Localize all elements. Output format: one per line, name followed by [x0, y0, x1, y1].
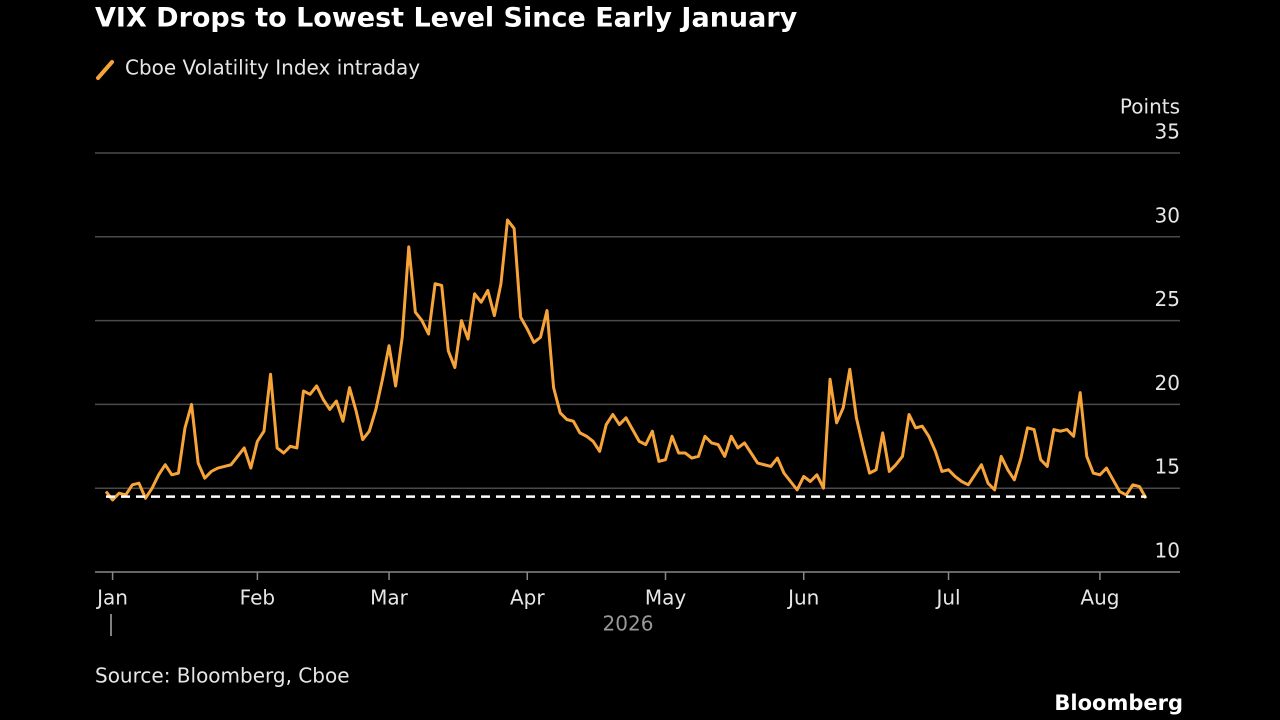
x-tick-label: Jan	[95, 586, 128, 610]
brand: Bloomberg	[1054, 691, 1183, 715]
y-tick-label: 30	[1155, 203, 1180, 227]
data-line	[104, 218, 1148, 502]
x-tick-label: Aug	[1080, 586, 1119, 610]
x-tick-label: Jun	[786, 586, 819, 610]
x-axis-label: 2026	[603, 612, 654, 636]
chart-title: VIX Drops to Lowest Level Since Early Ja…	[95, 3, 798, 34]
y-tick-label: 15	[1155, 455, 1180, 479]
y-tick-label: 20	[1155, 371, 1180, 395]
y-tick-label: 10	[1155, 539, 1180, 563]
legend-label: Cboe Volatility Index intraday	[125, 56, 420, 80]
x-tick-label: May	[645, 586, 687, 610]
legend-swatch	[96, 60, 114, 80]
y-tick-label: 35	[1155, 120, 1180, 144]
x-tick-label: Mar	[370, 586, 409, 610]
y-tick-label: 25	[1155, 287, 1180, 311]
y-axis-label: Points	[1120, 95, 1180, 119]
x-tick-label: Feb	[240, 586, 275, 610]
x-tick-label: Apr	[510, 586, 545, 610]
source: Source: Bloomberg, Cboe	[95, 664, 350, 688]
x-tick-label: Jul	[934, 586, 960, 610]
